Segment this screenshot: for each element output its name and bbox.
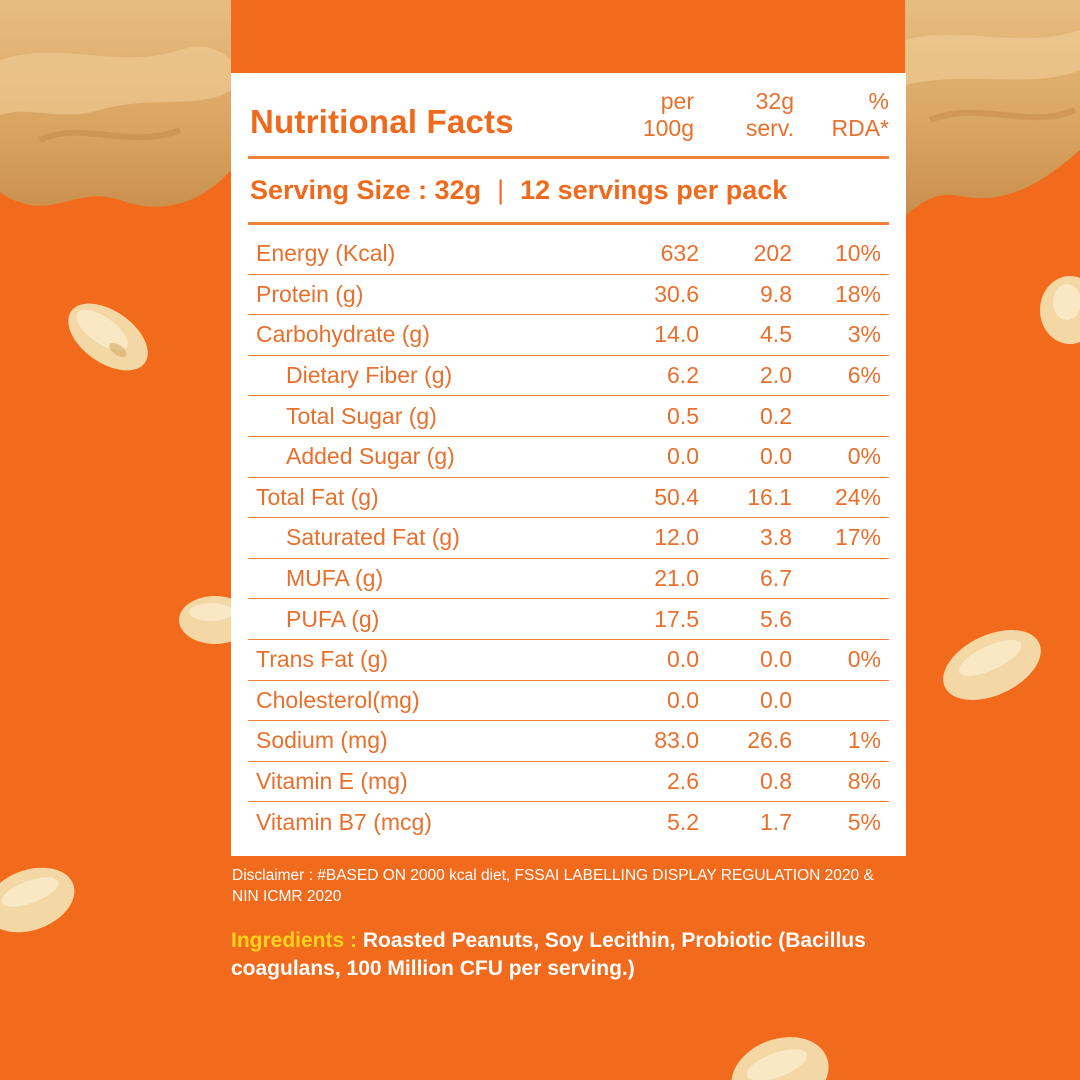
value-rda: 18% [834,280,881,307]
serving-separator: | [497,175,505,205]
peanut-butter-swirl-icon [0,0,1080,215]
nutrient-label: Protein (g) [256,280,364,307]
serving-size-line: Serving Size : 32g | 12 servings per pac… [248,159,889,225]
value-rda: 3% [847,321,881,348]
peanut-icon [1040,276,1080,344]
nutrient-label: Total Sugar (g) [286,402,437,429]
table-row: Cholesterol(mg) 0.0 0.0 [248,681,889,722]
column-header-rda: % RDA* [831,88,889,141]
table-row: Total Fat (g) 50.4 16.1 24% [248,478,889,519]
value-rda: 17% [834,524,881,551]
table-row: Protein (g) 30.6 9.8 18% [248,275,889,316]
value-per-100g: 2.6 [667,768,699,795]
value-per-serving: 0.0 [760,646,792,673]
nutrient-label: MUFA (g) [286,565,384,592]
value-rda: 24% [834,483,881,510]
value-per-100g: 0.0 [667,646,699,673]
nutrient-rows: Energy (Kcal) 632 202 10% Protein (g) 30.6 9.8… [248,234,889,843]
nutrient-label: PUFA (g) [286,605,380,632]
column-header-per-100g: per 100g [642,88,694,141]
value-per-100g: 17.5 [654,605,699,632]
value-per-serving: 0.0 [760,686,792,713]
value-per-serving: 9.8 [760,280,792,307]
table-row: Sodium (mg) 83.0 26.6 1% [248,721,889,762]
value-per-100g: 0.0 [667,686,699,713]
value-per-100g: 21.0 [654,565,699,592]
nutrition-facts-panel: Nutritional Facts per 100g 32g serv. % R… [231,73,906,856]
nutrient-label: Vitamin B7 (mcg) [256,809,432,836]
value-per-serving: 26.6 [747,727,792,754]
value-per-100g: 0.0 [667,443,699,470]
table-row: Carbohydrate (g) 14.0 4.5 3% [248,315,889,356]
table-row: Vitamin B7 (mcg) 5.2 1.7 5% [248,802,889,843]
peanut-icon [731,1037,829,1080]
table-title: Nutritional Facts [250,103,514,140]
column-header-per-serving: 32g serv. [745,88,794,141]
nutrient-label: Energy (Kcal) [256,240,396,267]
value-per-serving: 202 [753,240,792,267]
table-row: Trans Fat (g) 0.0 0.0 0% [248,640,889,681]
value-rda: 1% [847,727,881,754]
peanut-icon [0,867,75,933]
value-per-serving: 3.8 [760,524,792,551]
value-per-serving: 0.8 [760,768,792,795]
value-per-100g: 14.0 [654,321,699,348]
value-per-serving: 0.2 [760,402,792,429]
value-per-serving: 16.1 [747,483,792,510]
disclaimer: Disclaimer : #BASED ON 2000 kcal diet, F… [232,867,874,905]
value-per-100g: 30.6 [654,280,699,307]
nutrient-label: Saturated Fat (g) [286,524,460,551]
table-row: Energy (Kcal) 632 202 10% [248,234,889,275]
table-header: Nutritional Facts per 100g 32g serv. % R… [248,73,889,159]
value-rda: 8% [847,768,881,795]
table-row: Dietary Fiber (g) 6.2 2.0 6% [248,356,889,397]
value-per-serving: 4.5 [760,321,792,348]
table-row: Added Sugar (g) 0.0 0.0 0% [248,437,889,478]
value-per-100g: 12.0 [654,524,699,551]
nutrient-label: Sodium (mg) [256,727,388,754]
value-per-serving: 5.6 [760,605,792,632]
ingredients-label: Ingredients : [231,929,358,952]
value-per-100g: 0.5 [667,402,699,429]
value-per-100g: 5.2 [667,809,699,836]
value-per-serving: 6.7 [760,565,792,592]
table-row: Vitamin E (mg) 2.6 0.8 8% [248,762,889,803]
servings-per-pack: 12 servings per pack [520,175,788,205]
serving-size: Serving Size : 32g [250,175,482,205]
value-per-100g: 632 [660,240,699,267]
value-per-serving: 0.0 [760,443,792,470]
nutrient-label: Total Fat (g) [256,483,379,510]
value-rda: 0% [847,646,881,673]
value-per-serving: 2.0 [760,362,792,389]
nutrient-label: Trans Fat (g) [256,646,389,673]
nutrient-label: Vitamin E (mg) [256,768,408,795]
nutrient-label: Dietary Fiber (g) [286,362,453,389]
nutrient-label: Added Sugar (g) [286,443,455,470]
value-rda: 0% [847,443,881,470]
value-rda: 10% [834,240,881,267]
ingredients: Ingredients : Roasted Peanuts, Soy Lecit… [231,927,881,983]
peanut-icon [68,303,148,371]
ingredients-text: Roasted Peanuts, Soy Lecithin, Probiotic… [231,929,866,980]
value-per-100g: 6.2 [667,362,699,389]
value-rda: 5% [847,809,881,836]
value-per-100g: 50.4 [654,483,699,510]
table-row: Saturated Fat (g) 12.0 3.8 17% [248,518,889,559]
table-row: PUFA (g) 17.5 5.6 [248,599,889,640]
value-rda: 6% [847,362,881,389]
peanut-icon [179,596,231,644]
value-per-100g: 83.0 [654,727,699,754]
table-row: MUFA (g) 21.0 6.7 [248,559,889,600]
nutrient-label: Carbohydrate (g) [256,321,430,348]
value-per-serving: 1.7 [760,809,792,836]
table-row: Total Sugar (g) 0.5 0.2 [248,396,889,437]
peanut-icon [943,630,1041,700]
nutrient-label: Cholesterol(mg) [256,686,420,713]
